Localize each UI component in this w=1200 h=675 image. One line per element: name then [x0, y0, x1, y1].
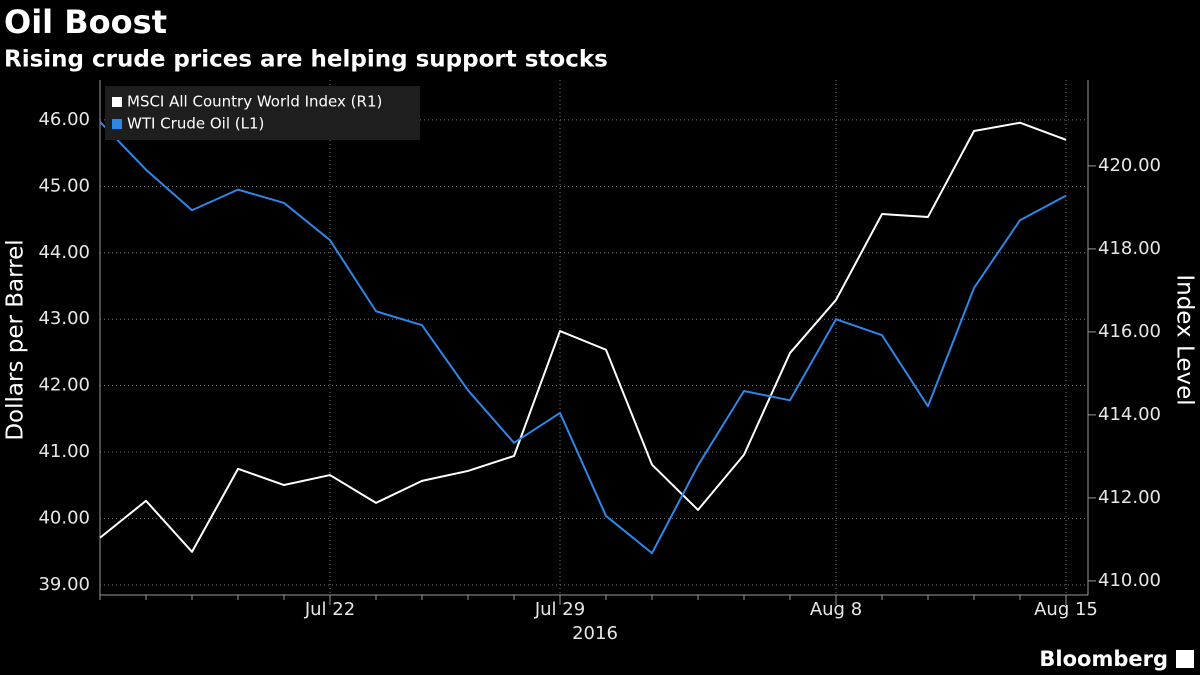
- y2-tick-label: 410.00: [1098, 570, 1161, 591]
- y-tick-label: 42.00: [38, 375, 90, 396]
- y-tick-label: 43.00: [38, 308, 90, 329]
- y-tick-label: 45.00: [38, 175, 90, 196]
- legend-label: MSCI All Country World Index (R1): [127, 93, 382, 111]
- y-tick-label: 39.00: [38, 574, 90, 595]
- y2-axis-title: Index Level: [1172, 274, 1198, 405]
- series-line: [99, 121, 1067, 553]
- y2-tick-label: 418.00: [1098, 238, 1161, 259]
- chart-title: Oil Boost: [4, 3, 167, 41]
- y-axis-title: Dollars per Barrel: [3, 239, 29, 440]
- y-tick-label: 40.00: [38, 508, 90, 529]
- y-tick-label: 46.00: [38, 109, 90, 130]
- series-line: [99, 121, 1067, 555]
- x-axis-year: 2016: [572, 623, 618, 644]
- y-tick-label: 41.00: [38, 441, 90, 462]
- y2-tick-label: 412.00: [1098, 487, 1161, 508]
- y-tick-label: 44.00: [38, 242, 90, 263]
- source: Bloomberg: [1039, 647, 1168, 671]
- y2-tick-label: 420.00: [1098, 155, 1161, 176]
- x-tick-label: Jul 22: [304, 599, 355, 620]
- x-tick-label: Jul 29: [534, 599, 585, 620]
- logo: [1176, 650, 1194, 668]
- legend-box: [105, 86, 420, 140]
- y2-tick-label: 416.00: [1098, 321, 1161, 342]
- legend-label: WTI Crude Oil (L1): [127, 115, 264, 133]
- x-tick-label: Aug 8: [810, 599, 862, 620]
- y2-tick-label: 414.00: [1098, 404, 1161, 425]
- legend-swatch: [112, 97, 122, 107]
- legend-swatch: [112, 119, 122, 129]
- chart-subtitle: Rising crude prices are helping support …: [4, 47, 608, 73]
- x-tick-label: Aug 15: [1034, 599, 1098, 620]
